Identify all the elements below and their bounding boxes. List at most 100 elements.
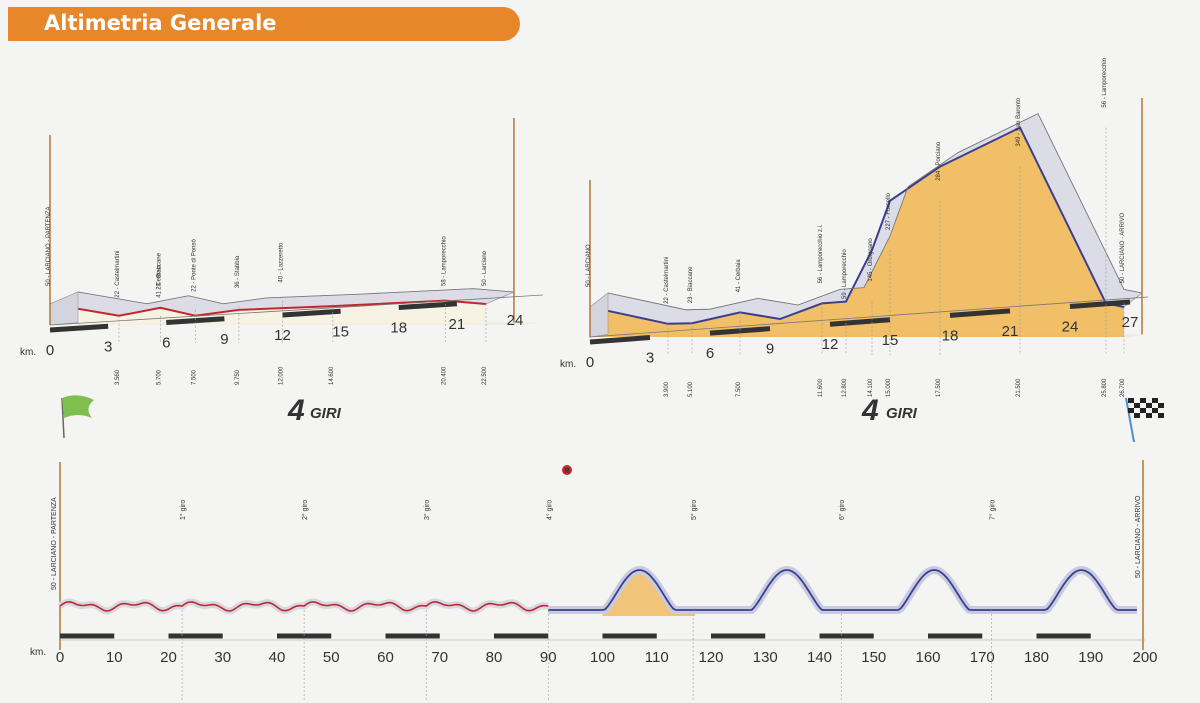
km-scale-segment [1069,299,1131,309]
start-flag-pole [61,397,65,439]
waypoint-km: 7.500 [191,369,197,385]
page-title: Altimetria Generale [44,11,277,35]
bottom-x-tick-label: 160 [915,649,940,666]
waypoint-km: 5.100 [688,381,694,397]
x-tick-label: 18 [390,320,407,337]
waypoint-label: 56 - Lamporecchio z.i. [818,224,824,283]
bottom-x-tick-label: 90 [540,649,557,666]
x-tick-label: 12 [274,327,291,344]
bottom-x-tick-label: 130 [753,649,778,666]
waypoint-label: 40 - Lazzeretto [279,242,285,283]
lap-marker-label: 2° giro [301,500,309,520]
waypoint-label: 50 - LARCIANO - PARTENZA [46,207,52,286]
waypoint-label: 145 - Orbignano [868,238,874,282]
flag-check [1146,403,1152,408]
waypoint-km: 17.500 [936,378,942,397]
x-axis-label: km. [20,347,36,358]
laps-count-red: 4 [287,394,305,427]
waypoint-km: 22.500 [482,366,488,385]
flag-check [1140,398,1146,403]
bottom-x-tick-label: 140 [807,649,832,666]
waypoint-label: 58 - Lamporecchio [441,236,447,286]
laps-count-blue: 4 [861,394,879,427]
lap-marker-label: 7° giro [988,500,996,520]
start-wall [49,291,79,326]
feed-zone-marker [562,465,572,475]
waypoint-label: 50 - Larciano [482,250,488,286]
bottom-x-tick-label: 110 [645,649,669,666]
flag-check [1128,398,1134,403]
waypoint-label: 23 - Biaccane [688,266,694,303]
bottom-x-tick-label: 20 [160,649,177,666]
flag-check [1158,403,1164,408]
lap-marker-label: 1° giro [179,500,187,520]
waypoint-km: 3.900 [664,381,670,397]
title-banner: Altimetria Generale [8,7,520,41]
waypoint-km: 9.750 [235,369,241,385]
x-tick-label: 0 [586,354,594,371]
bottom-finish-label: 50 - LARCIANO - ARRIVO [1135,495,1142,578]
x-axis-label: km. [560,359,576,370]
bottom-x-tick-label: 190 [1078,649,1103,666]
waypoint-label: 56 - Lamporecchio [1102,57,1108,107]
waypoint-label: 41 - Cerbaia [736,259,742,293]
waypoint-km: 3.560 [115,369,121,385]
climb-fill [50,300,486,325]
x-tick-label: 24 [1062,318,1079,335]
bottom-x-tick-label: 150 [861,649,886,666]
x-tick-label: 3 [646,350,654,367]
x-tick-label: 0 [46,342,54,359]
waypoint-label: 23 - Biaccane [156,252,162,289]
waypoint-label: 227 - Fornello [886,192,892,230]
red-circuit-line [59,601,549,612]
waypoint-km: 14.600 [329,366,335,385]
bottom-x-tick-label: 80 [486,649,503,666]
finish-flag-icon [1128,398,1164,418]
waypoint-label: 50 - LARCIANO - ARRIVO [1120,212,1126,283]
flag-check [1134,413,1140,418]
waypoint-km: 7.500 [736,381,742,397]
waypoint-label: 22 - Castelmartini [115,251,121,298]
finish-flag-pole [1125,397,1135,443]
lap-marker-label: 4° giro [545,500,553,520]
bottom-x-tick-label: 50 [323,649,340,666]
profile-line [49,299,487,317]
feed-zone-label: R [564,468,569,475]
bottom-start-label: 50 - LARCIANO - PARTENZA [51,497,58,590]
flag-check [1152,398,1158,403]
km-scale-segment [709,326,771,336]
x-tick-label: 15 [882,332,899,349]
x-tick-label: 21 [449,316,466,333]
flag-check [1134,403,1140,408]
x-tick-label: 9 [766,341,774,358]
km-scale-segment [166,316,225,325]
km-scale-segment [282,308,341,318]
waypoint-label: 36 - Stabbia [235,255,241,288]
flag-check [1140,408,1146,413]
profile-back-edge [77,288,514,305]
x-tick-label: 27 [1122,314,1139,331]
waypoint-km: 26.700 [1120,378,1126,397]
waypoint-km: 14.100 [868,378,874,397]
waypoint-km: 25.800 [1102,378,1108,397]
bottom-x-tick-label: 180 [1024,649,1049,666]
laps-label-blue: GIRI [886,405,918,422]
x-tick-label: 15 [332,323,349,340]
bottom-x-tick-label: 10 [106,649,123,666]
lap-marker-label: 5° giro [690,500,698,520]
km-scale-segment [49,323,109,333]
lap-marker-label: 3° giro [423,500,431,520]
waypoint-km: 15.000 [886,378,892,397]
flag-check [1128,408,1134,413]
waypoint-label: 22 - Castelmartini [664,257,670,304]
bottom-x-tick-label: 70 [431,649,448,666]
waypoint-km: 20.400 [441,366,447,385]
x-tick-label: 6 [162,335,170,352]
waypoint-label: 50 - LARCIANO [586,244,592,287]
x-tick-label: 18 [942,327,959,344]
x-tick-label: 21 [1002,323,1019,340]
flag-check [1158,413,1164,418]
x-axis-line [49,294,544,326]
km-scale-segment [589,335,651,345]
